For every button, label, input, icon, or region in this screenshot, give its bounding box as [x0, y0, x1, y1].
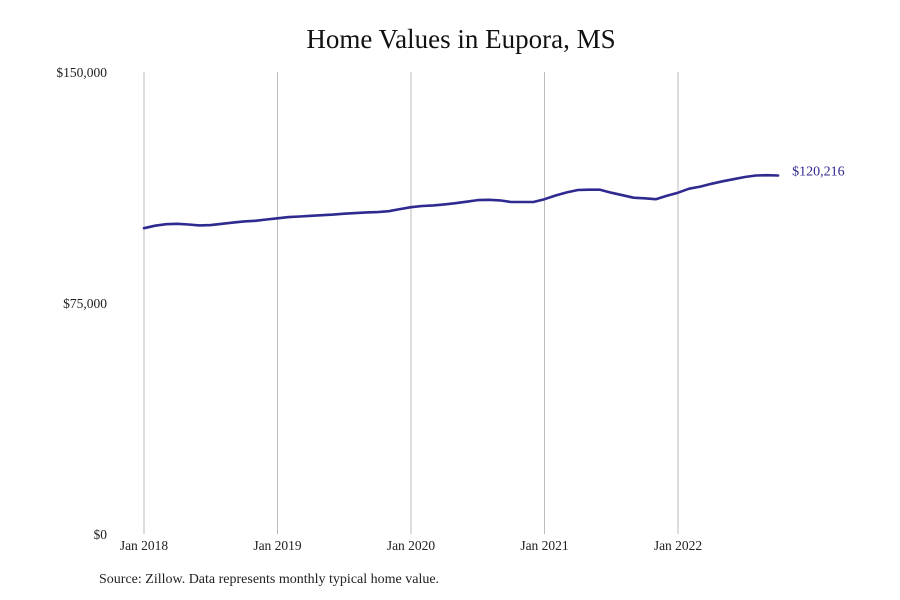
x-tick-label: Jan 2022	[654, 538, 702, 553]
y-axis: $0 $75,000 $150,000	[56, 65, 107, 542]
chart-title: Home Values in Eupora, MS	[306, 24, 616, 54]
y-tick-label: $0	[94, 527, 108, 542]
x-tick-label: Jan 2018	[120, 538, 169, 553]
source-note: Source: Zillow. Data represents monthly …	[99, 572, 440, 587]
x-tick-label: Jan 2019	[253, 538, 302, 553]
y-tick-label: $75,000	[63, 296, 107, 311]
x-tick-label: Jan 2021	[520, 538, 568, 553]
series-line	[142, 173, 780, 230]
x-axis: Jan 2018 Jan 2019 Jan 2020 Jan 2021 Jan 2022	[120, 538, 702, 553]
y-tick-label: $150,000	[56, 65, 107, 80]
gridlines	[143, 72, 679, 534]
x-tick-label: Jan 2020	[387, 538, 436, 553]
end-value-label: $120,216	[792, 164, 845, 179]
series-lines: $120,216	[142, 164, 845, 230]
